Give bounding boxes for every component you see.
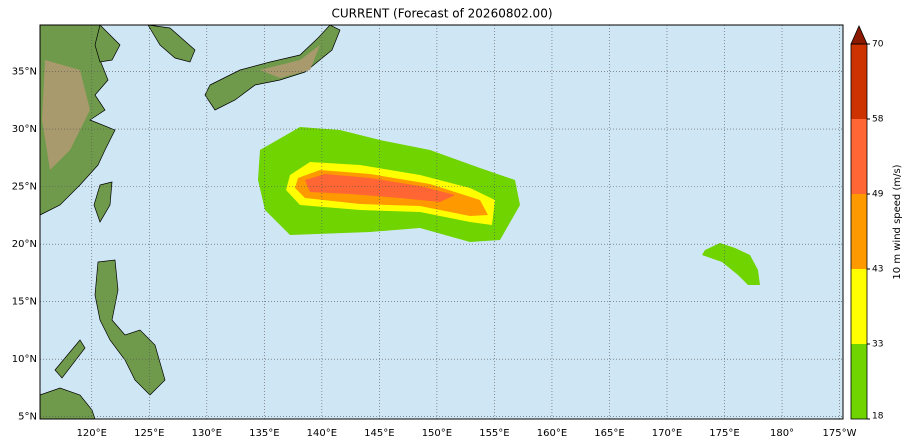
colorbar-frame <box>850 43 868 420</box>
lon-tick-label: 180° <box>770 428 794 439</box>
lon-tick-label: 175°W <box>823 428 857 439</box>
land <box>39 24 341 420</box>
colorbar-segment <box>851 44 867 119</box>
colorbar-tick-label: 49 <box>872 190 884 200</box>
lon-tick-label: 160°E <box>537 428 567 439</box>
grid <box>40 25 843 419</box>
colorbar-extend <box>850 25 868 45</box>
colorbar: 18 33 43 49 58 70 <box>850 25 884 422</box>
lon-tick-label: 135°E <box>249 428 279 439</box>
lat-tick-label: 5°N <box>18 412 37 423</box>
colorbar-segment <box>851 194 867 269</box>
lon-tick-label: 125°E <box>134 428 164 439</box>
lon-tick-label: 155°E <box>479 428 509 439</box>
colorbar-segment <box>851 344 867 419</box>
lon-tick-label: 175°E <box>709 428 739 439</box>
lon-tick-label: 120°E <box>77 428 107 439</box>
map-frame <box>39 24 844 420</box>
lon-tick-label: 130°E <box>192 428 222 439</box>
lat-tick-label: 35°N <box>12 67 37 78</box>
colorbar-tick-label: 33 <box>872 340 883 350</box>
wind-field <box>258 127 760 285</box>
colorbar-tick-label: 43 <box>872 265 883 275</box>
lon-tick-label: 165°E <box>594 428 624 439</box>
colorbar-segment <box>851 119 867 194</box>
lat-tick-label: 30°N <box>12 124 37 135</box>
lon-tick-label: 170°E <box>652 428 682 439</box>
colorbar-label: 10 m wind speed (m/s) <box>892 164 903 279</box>
lat-tick-label: 15°N <box>12 297 37 308</box>
colorbar-tick-label: 18 <box>872 412 884 422</box>
lat-tick-label: 10°N <box>12 354 37 365</box>
lon-tick-label: 145°E <box>364 428 394 439</box>
lon-tick-label: 140°E <box>307 428 337 439</box>
colorbar-tick-label: 58 <box>872 115 884 125</box>
lat-tick-label: 20°N <box>12 239 37 250</box>
colorbar-segment <box>851 269 867 344</box>
title: CURRENT (Forecast of 20260802.00) <box>331 7 552 21</box>
colorbar-tick-label: 70 <box>872 40 884 50</box>
lat-tick-label: 25°N <box>12 182 37 193</box>
lon-tick-label: 150°E <box>422 428 452 439</box>
